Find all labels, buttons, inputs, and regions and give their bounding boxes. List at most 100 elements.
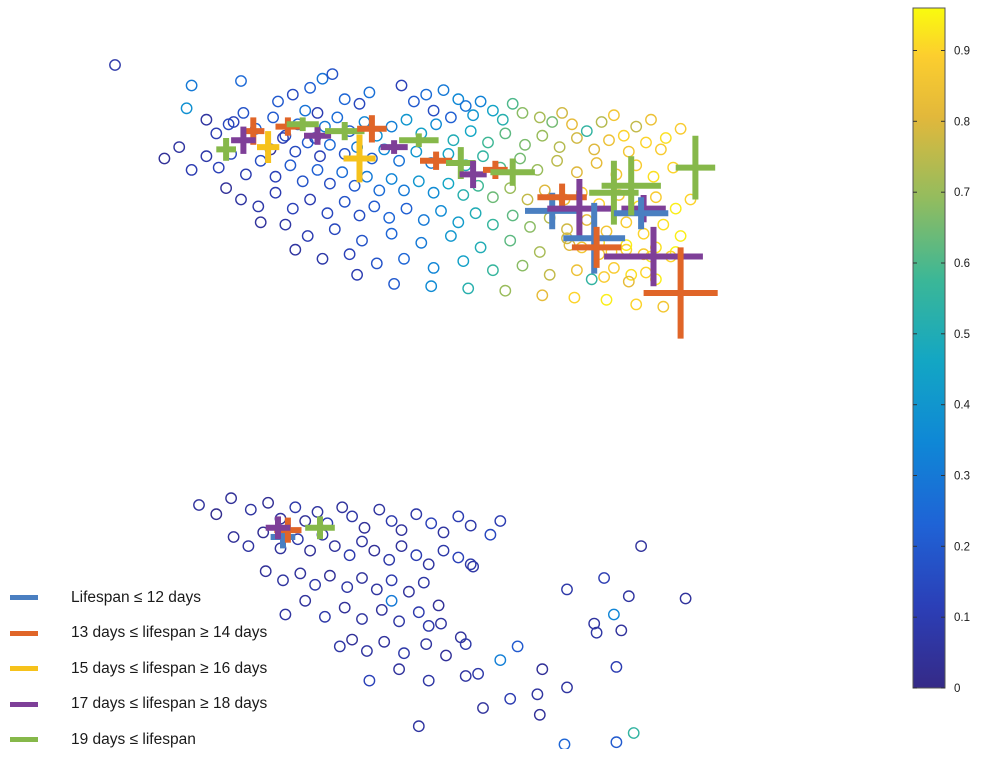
scatter-point (533, 111, 546, 124)
scatter-point (356, 234, 368, 247)
scatter-point (608, 261, 620, 274)
scatter-point (511, 640, 524, 653)
scatter-point (486, 264, 499, 277)
scatter-point (425, 517, 438, 530)
scatter-point (316, 72, 329, 85)
lifespan-marker (286, 117, 319, 132)
scatter-point (235, 75, 247, 87)
scatter-point (580, 125, 593, 138)
scatter-point (531, 688, 544, 701)
scatter-point (259, 565, 272, 578)
scatter-point (657, 300, 670, 313)
scatter-point (269, 170, 282, 183)
legend-swatch (10, 630, 38, 636)
colorbar-gradient (912, 7, 946, 689)
legend-label: Lifespan ≤ 12 days (71, 588, 202, 606)
scatter-point (561, 583, 573, 596)
scatter-point (395, 524, 408, 536)
scatter-point (309, 578, 321, 591)
scatter-point (385, 515, 398, 527)
scatter-point (538, 184, 551, 197)
scatter-point (358, 521, 371, 534)
scatter-point (472, 667, 484, 680)
scatter-point (286, 202, 299, 215)
scatter-point (622, 275, 635, 288)
scatter-point (598, 572, 610, 584)
scatter-point (486, 104, 499, 117)
scatter-point (622, 145, 635, 158)
scatter-point (551, 154, 563, 167)
scatter-point (200, 150, 213, 163)
scatter-point (679, 592, 692, 605)
scatter-point (360, 645, 373, 657)
scatter-point (627, 727, 640, 739)
scatter-point (353, 209, 366, 222)
scatter-point (356, 535, 368, 548)
scatter-point (437, 544, 450, 557)
scatter-point (323, 177, 336, 190)
scatter-point (486, 218, 499, 231)
scatter-point (457, 255, 470, 268)
scatter-point (385, 227, 398, 240)
scatter-point (533, 708, 546, 721)
colorbar-tick-label: 0.3 (954, 471, 970, 483)
scatter-point (412, 175, 425, 188)
scatter-point (427, 261, 440, 274)
scatter-point (558, 738, 571, 749)
scatter-point (370, 583, 383, 596)
scatter-point (630, 298, 643, 311)
scatter-point (311, 107, 324, 119)
scatter-point (444, 230, 457, 242)
scatter-point (262, 496, 274, 509)
colorbar-tick-label: 0.7 (954, 187, 970, 199)
colorbar-ticks: 0 0.1 0.2 0.3 0.4 0.5 0.6 0.7 0.8 0.9 (913, 46, 971, 695)
scatter-point (383, 211, 396, 224)
scatter-point (598, 271, 610, 283)
scatter-point (514, 152, 526, 165)
scatter-point (299, 594, 312, 607)
scatter-point (279, 608, 292, 621)
scatter-point (400, 113, 413, 126)
legend-swatch (10, 701, 38, 707)
lifespan-marker (675, 135, 716, 200)
scatter-point (640, 266, 652, 279)
scatter-point (109, 59, 121, 71)
colorbar-tick-label: 0.6 (954, 258, 970, 270)
lifespan-marker (231, 126, 256, 154)
scatter-point (580, 214, 593, 226)
scatter-point (375, 604, 388, 616)
scatter-point (444, 111, 457, 124)
scatter-point (630, 120, 643, 133)
scatter-point (244, 503, 257, 516)
scatter-point (296, 175, 309, 188)
scatter-point (519, 138, 531, 151)
scatter-point (467, 560, 479, 573)
lifespan-markers-group (216, 115, 718, 549)
scatter-point (210, 127, 223, 140)
scatter-point (341, 581, 354, 593)
scatter-point (277, 132, 289, 144)
scatter-point (360, 170, 373, 183)
scatter-point (200, 113, 213, 126)
scatter-point (407, 95, 420, 108)
scatter-point (506, 209, 519, 222)
scatter-point (499, 284, 512, 297)
scatter-point (437, 526, 450, 539)
scatter-point (467, 109, 479, 122)
scatter-point (348, 179, 361, 192)
scatter-point (655, 143, 667, 156)
scatter-point (474, 241, 487, 254)
legend-label: 19 days ≤ lifespan (71, 730, 196, 748)
lifespan-marker (571, 226, 622, 268)
scatter-point (222, 118, 235, 131)
scatter-point (546, 116, 559, 128)
scatter-point (650, 191, 662, 204)
scatter-point (464, 519, 477, 532)
scatter-point (289, 501, 302, 514)
scatter-point (417, 214, 430, 226)
scatter-point (440, 649, 452, 662)
scatter-point (659, 132, 672, 144)
scatter-point (398, 184, 410, 197)
scatter-point (393, 154, 405, 167)
scatter-point (237, 107, 250, 119)
